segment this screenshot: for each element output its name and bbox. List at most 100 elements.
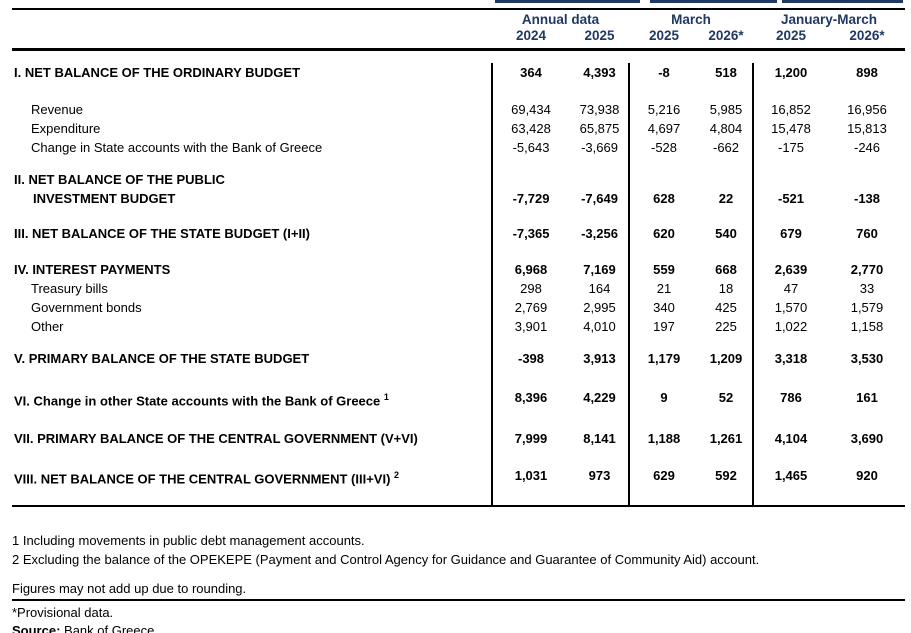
table-row-government-bonds: Government bonds 2,769 2,995 340 425 1,5… (12, 298, 905, 317)
year-header: 2024 (515, 28, 547, 43)
table-row-revenue: Revenue 69,434 73,938 5,216 5,985 16,852… (12, 100, 905, 119)
year-header: 2025 (648, 28, 680, 43)
cell-value: 786 (780, 389, 802, 405)
cell-value: -662 (712, 139, 740, 155)
cell-value: -175 (777, 139, 805, 155)
cell-value: 69,434 (511, 101, 551, 117)
provisional-data-note: *Provisional data. (12, 604, 114, 620)
cell-value: 973 (588, 467, 611, 483)
cell-value: 1,022 (774, 318, 808, 334)
cell-value: 4,104 (774, 430, 808, 446)
column-group-january-march: January-March (780, 12, 878, 27)
table-row-expenditure: Expenditure 63,428 65,875 4,697 4,804 15… (12, 119, 905, 138)
footnote-ref-2: 2 (394, 469, 400, 480)
column-group-march: March (671, 12, 711, 27)
cell-value: 22 (718, 190, 734, 206)
budget-table: Annual data March January-March 2024 202… (12, 0, 905, 508)
cell-value: -528 (650, 139, 678, 155)
table-row-interest-payments: IV. INTEREST PAYMENTS 6,968 7,169 559 66… (12, 260, 905, 279)
label-column-spacer (12, 12, 492, 28)
footnote-divider-rule (12, 599, 905, 601)
cell-value: 6,968 (514, 261, 548, 277)
table-row-primary-balance-central-government: VII. PRIMARY BALANCE OF THE CENTRAL GOVE… (12, 429, 905, 448)
cell-value: 679 (780, 225, 802, 241)
row-label: Treasury bills (31, 280, 108, 296)
cell-value: 628 (653, 190, 675, 206)
row-label: II. NET BALANCE OF THE PUBLIC INVESTMENT… (12, 170, 492, 208)
year-header-row: 2024 2025 2025 2026* 2025 2026* (12, 28, 905, 48)
cell-value: 2,770 (850, 261, 884, 277)
cell-value: 5,985 (709, 101, 743, 117)
cell-value: 425 (715, 299, 737, 315)
cell-value: -7,649 (581, 190, 618, 206)
cell-value: 4,229 (583, 389, 616, 405)
row-label: I. NET BALANCE OF THE ORDINARY BUDGET (14, 64, 301, 80)
cell-value: 340 (653, 299, 675, 315)
table-row-other-interest: Other 3,901 4,010 197 225 1,022 1,158 (12, 317, 905, 336)
footnote-ref-1: 1 (383, 391, 389, 402)
cell-value: 629 (653, 467, 675, 483)
cell-value: -5,643 (512, 139, 550, 155)
table-row-net-balance-state-budget: III. NET BALANCE OF THE STATE BUDGET (I+… (12, 224, 905, 243)
cell-value: 1,465 (774, 467, 808, 483)
cell-value: -246 (853, 139, 881, 155)
cell-value: 920 (856, 467, 878, 483)
cell-value: 1,179 (647, 350, 681, 366)
table-row-net-balance-ordinary-budget: I. NET BALANCE OF THE ORDINARY BUDGET 36… (12, 63, 905, 82)
row-label: IV. INTEREST PAYMENTS (14, 261, 171, 277)
table-top-rule (12, 8, 905, 10)
cell-value: 298 (520, 280, 542, 296)
cell-value: 1,261 (709, 430, 743, 446)
year-header: 2026* (708, 28, 744, 43)
cell-value: 1,158 (850, 318, 884, 334)
cell-value: 4,697 (647, 120, 681, 136)
year-header: 2025 (775, 28, 807, 43)
cell-value: 225 (715, 318, 737, 334)
cell-value: -7,365 (512, 225, 550, 241)
table-body: I. NET BALANCE OF THE ORDINARY BUDGET 36… (12, 62, 905, 508)
cell-value: 4,393 (583, 64, 616, 80)
cell-value: 8,141 (583, 430, 616, 446)
cell-value: 33 (859, 280, 875, 296)
cell-value: 2,769 (514, 299, 548, 315)
cell-value: 1,188 (647, 430, 681, 446)
row-label: Expenditure (31, 120, 101, 136)
column-divider (491, 62, 493, 506)
row-label: Revenue (31, 101, 84, 117)
source-text: Bank of Greece. (60, 622, 158, 633)
cell-value: 1,209 (709, 350, 743, 366)
row-label: VII. PRIMARY BALANCE OF THE CENTRAL GOVE… (14, 430, 418, 446)
cell-value: 52 (718, 389, 734, 405)
cell-value: 1,579 (850, 299, 884, 315)
cell-value: 16,956 (847, 101, 887, 117)
cell-value: 1,200 (774, 64, 808, 80)
cell-value: 197 (653, 318, 675, 334)
cell-value: 620 (653, 225, 675, 241)
cell-value: 518 (715, 64, 737, 80)
cell-value: 7,999 (514, 430, 548, 446)
cell-value: 2,995 (583, 299, 616, 315)
cell-value: 1,031 (514, 467, 548, 483)
cell-value: 364 (520, 64, 542, 80)
cell-value: 8,396 (514, 389, 548, 405)
footnote-1: 1 Including movements in public debt man… (12, 533, 365, 549)
cell-value: 73,938 (579, 101, 620, 117)
cell-value: 161 (856, 389, 878, 405)
row-label: VI. Change in other State accounts with … (14, 391, 389, 408)
row-label: VIII. NET BALANCE OF THE CENTRAL GOVERNM… (14, 469, 400, 487)
cell-value: 2,639 (774, 261, 808, 277)
cell-value: 47 (783, 280, 799, 296)
cell-value: -8 (658, 64, 670, 80)
title-underline-segment-jan-march (782, 0, 903, 3)
cell-value: 592 (715, 467, 737, 483)
cell-value: 7,169 (583, 261, 616, 277)
table-row-net-balance-central-government: VIII. NET BALANCE OF THE CENTRAL GOVERNM… (12, 466, 905, 488)
column-group-annual-data: Annual data (521, 12, 600, 27)
table-row-change-other-state-accounts: VI. Change in other State accounts with … (12, 388, 905, 410)
cell-value: 21 (656, 280, 672, 296)
rounding-note: Figures may not add up due to rounding. (12, 581, 247, 597)
row-label: Other (31, 318, 64, 334)
cell-value: 63,428 (511, 120, 551, 136)
header-bottom-rule (12, 48, 905, 51)
source-label: Source: (12, 622, 61, 633)
